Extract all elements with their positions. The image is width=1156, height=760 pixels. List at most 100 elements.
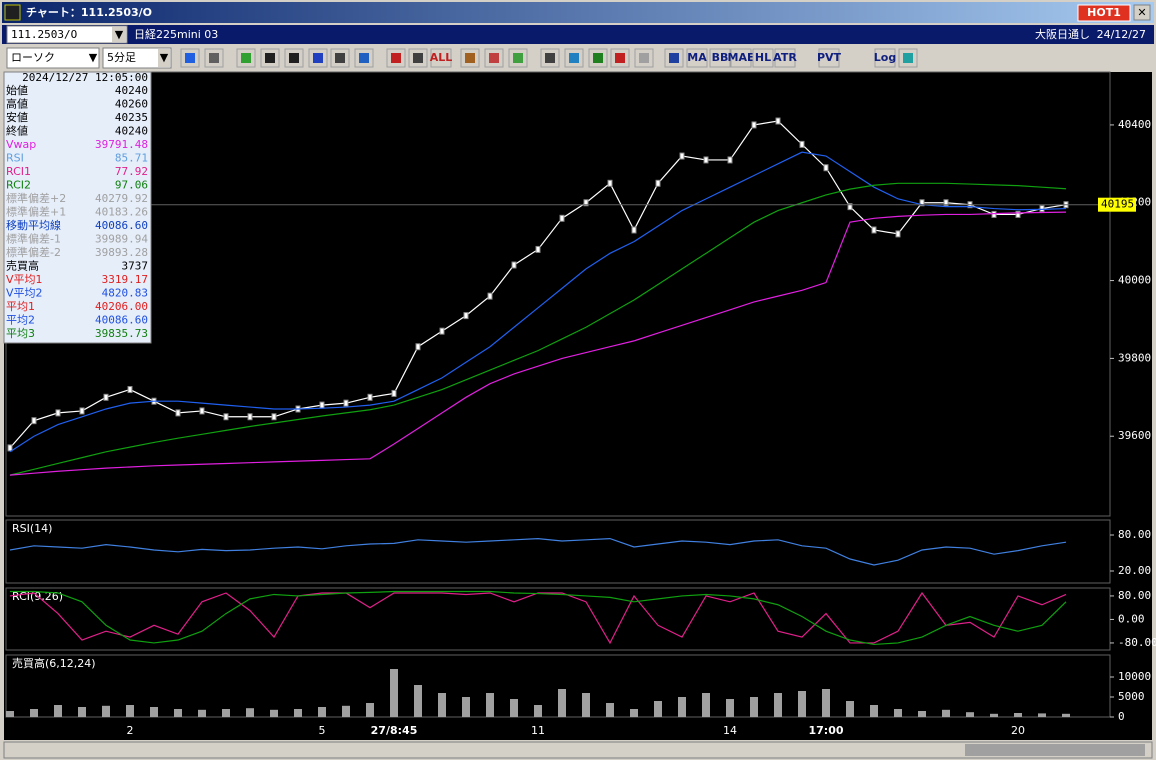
style-combo[interactable] xyxy=(6,47,100,69)
y-tick-label: 0 xyxy=(1118,710,1125,723)
y-tick-label: 0.00 xyxy=(1118,612,1145,625)
app-icon xyxy=(4,4,21,21)
tool-icon xyxy=(545,53,555,63)
candle xyxy=(823,164,829,172)
title-bar xyxy=(2,2,1154,23)
y-tick-label: 39800 xyxy=(1118,351,1151,364)
candle xyxy=(751,121,757,129)
y-tick-label: -80.00 xyxy=(1118,636,1156,649)
candle xyxy=(343,399,349,407)
candle xyxy=(535,245,541,253)
x-tick-label: 11 xyxy=(531,724,545,737)
candle xyxy=(991,210,997,218)
x-tick-label: 2 xyxy=(127,724,134,737)
candle xyxy=(199,407,205,415)
info-label: V平均1 xyxy=(6,273,43,286)
volume-bar xyxy=(942,709,950,717)
volume-bar xyxy=(870,705,878,717)
info-label: 売買高 xyxy=(6,259,39,273)
tool-icon xyxy=(903,53,913,63)
tool-icon xyxy=(209,53,219,63)
volume-bar xyxy=(1014,713,1022,717)
candle xyxy=(1015,210,1021,218)
y-tick-label: 80.00 xyxy=(1118,589,1151,602)
volume-bar xyxy=(6,711,14,717)
tool-button[interactable] xyxy=(686,48,708,68)
candle xyxy=(895,230,901,238)
last-price-box xyxy=(1098,197,1136,212)
y-tick-label: 40400 xyxy=(1118,118,1151,131)
volume-bar xyxy=(414,685,422,717)
tool-label: MA xyxy=(687,51,707,64)
info-timestamp: 2024/12/27 12:05:00 xyxy=(22,71,148,84)
volume-bar xyxy=(558,689,566,717)
tool-icon xyxy=(639,53,649,63)
hot-button[interactable] xyxy=(1077,4,1131,22)
candle xyxy=(367,393,373,401)
info-value: 40240 xyxy=(115,84,148,97)
interval-combo[interactable] xyxy=(102,47,172,69)
volume-bar xyxy=(654,701,662,717)
candle xyxy=(103,393,109,401)
info-label: 標準偏差+1 xyxy=(6,205,66,219)
candle xyxy=(7,444,13,452)
info-value: 39791.48 xyxy=(95,138,148,151)
close-button[interactable] xyxy=(1133,4,1151,21)
tool-icon xyxy=(241,53,251,63)
info-value: 40206.00 xyxy=(95,300,148,313)
tool-button[interactable] xyxy=(774,48,796,68)
info-label: 平均1 xyxy=(6,300,35,313)
volume-bar xyxy=(1038,713,1046,717)
combo-arrow[interactable] xyxy=(112,27,126,42)
tool-button[interactable] xyxy=(430,48,452,68)
close-icon: ✕ xyxy=(1137,6,1146,19)
info-value: 40086.60 xyxy=(95,219,148,232)
scroll-thumb[interactable] xyxy=(965,744,1145,756)
candle xyxy=(487,292,493,300)
volume-bar xyxy=(30,709,38,717)
candle xyxy=(847,203,853,211)
tool-button[interactable] xyxy=(709,48,731,68)
info-value: 97.06 xyxy=(115,179,148,192)
candle xyxy=(559,214,565,222)
symbol-combo[interactable] xyxy=(6,25,128,44)
x-tick-label: 20 xyxy=(1011,724,1025,737)
scrollbar[interactable] xyxy=(3,741,1153,759)
tool-icon xyxy=(391,53,401,63)
volume-bar xyxy=(918,711,926,717)
tool-button[interactable] xyxy=(730,48,752,68)
volume-bar xyxy=(366,703,374,717)
candle xyxy=(319,401,325,409)
tool-icon xyxy=(489,53,499,63)
combo-arrow[interactable] xyxy=(158,49,170,67)
tool-icon xyxy=(569,53,579,63)
tool-button[interactable] xyxy=(818,48,840,68)
volume-bar xyxy=(894,709,902,717)
info-value: 77.92 xyxy=(115,165,148,178)
candle xyxy=(511,261,517,269)
tool-icon xyxy=(615,53,625,63)
info-label: 標準偏差+2 xyxy=(6,191,66,205)
candle xyxy=(679,152,685,160)
tool-button[interactable] xyxy=(752,48,774,68)
info-value: 40183.26 xyxy=(95,206,148,219)
candle xyxy=(175,409,181,417)
series-line xyxy=(9,182,1067,476)
panel-title: 売買高(6,12,24) xyxy=(12,656,96,670)
series-line xyxy=(9,537,1067,566)
tool-icon xyxy=(289,53,299,63)
info-label: RSI xyxy=(6,152,24,165)
tool-icon xyxy=(313,53,323,63)
tool-icon xyxy=(669,53,679,63)
arrow-icon: ▼ xyxy=(115,28,124,41)
tool-label: ATR xyxy=(773,51,797,64)
candle xyxy=(799,140,805,148)
panel xyxy=(5,71,1111,517)
tool-button[interactable] xyxy=(874,48,896,68)
panel-title: RSI(14) xyxy=(12,522,52,535)
candle xyxy=(391,389,397,397)
volume-bar xyxy=(342,705,350,717)
info-value: 3737 xyxy=(122,260,149,273)
volume-bar xyxy=(486,693,494,717)
volume-bar xyxy=(78,707,86,717)
